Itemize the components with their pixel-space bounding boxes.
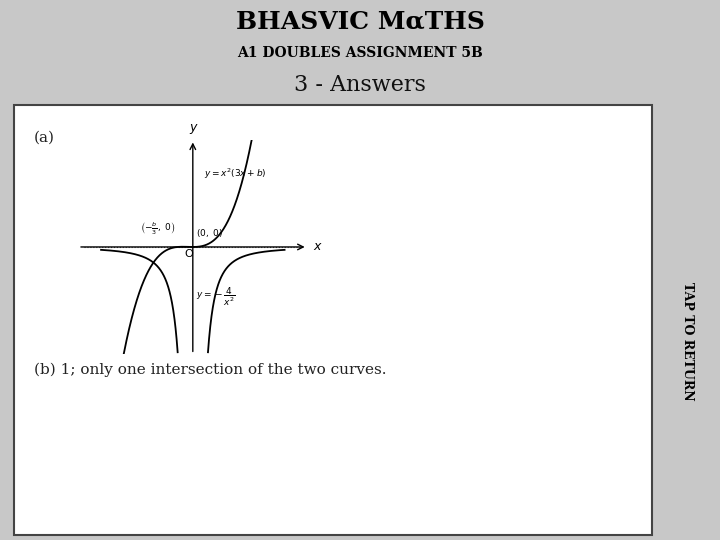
Text: (a): (a) xyxy=(34,131,55,145)
Text: A1 DOUBLES ASSIGNMENT 5B: A1 DOUBLES ASSIGNMENT 5B xyxy=(237,46,483,59)
Text: BHASVIC MαTHS: BHASVIC MαTHS xyxy=(235,10,485,33)
Text: $(0,\ 0)$: $(0,\ 0)$ xyxy=(197,227,224,239)
Text: TAP TO RETURN: TAP TO RETURN xyxy=(681,282,694,401)
Text: 3 - Answers: 3 - Answers xyxy=(294,74,426,96)
Text: $y = -\dfrac{4}{x^2}$: $y = -\dfrac{4}{x^2}$ xyxy=(197,286,236,308)
Text: x: x xyxy=(313,240,320,253)
Text: O: O xyxy=(185,249,194,259)
Text: y: y xyxy=(189,122,197,134)
Text: $y = x^2(3x+b)$: $y = x^2(3x+b)$ xyxy=(204,167,267,181)
Text: (b) 1; only one intersection of the two curves.: (b) 1; only one intersection of the two … xyxy=(34,363,386,377)
Text: $\left(-\frac{b}{3},\ 0\right)$: $\left(-\frac{b}{3},\ 0\right)$ xyxy=(140,221,175,238)
